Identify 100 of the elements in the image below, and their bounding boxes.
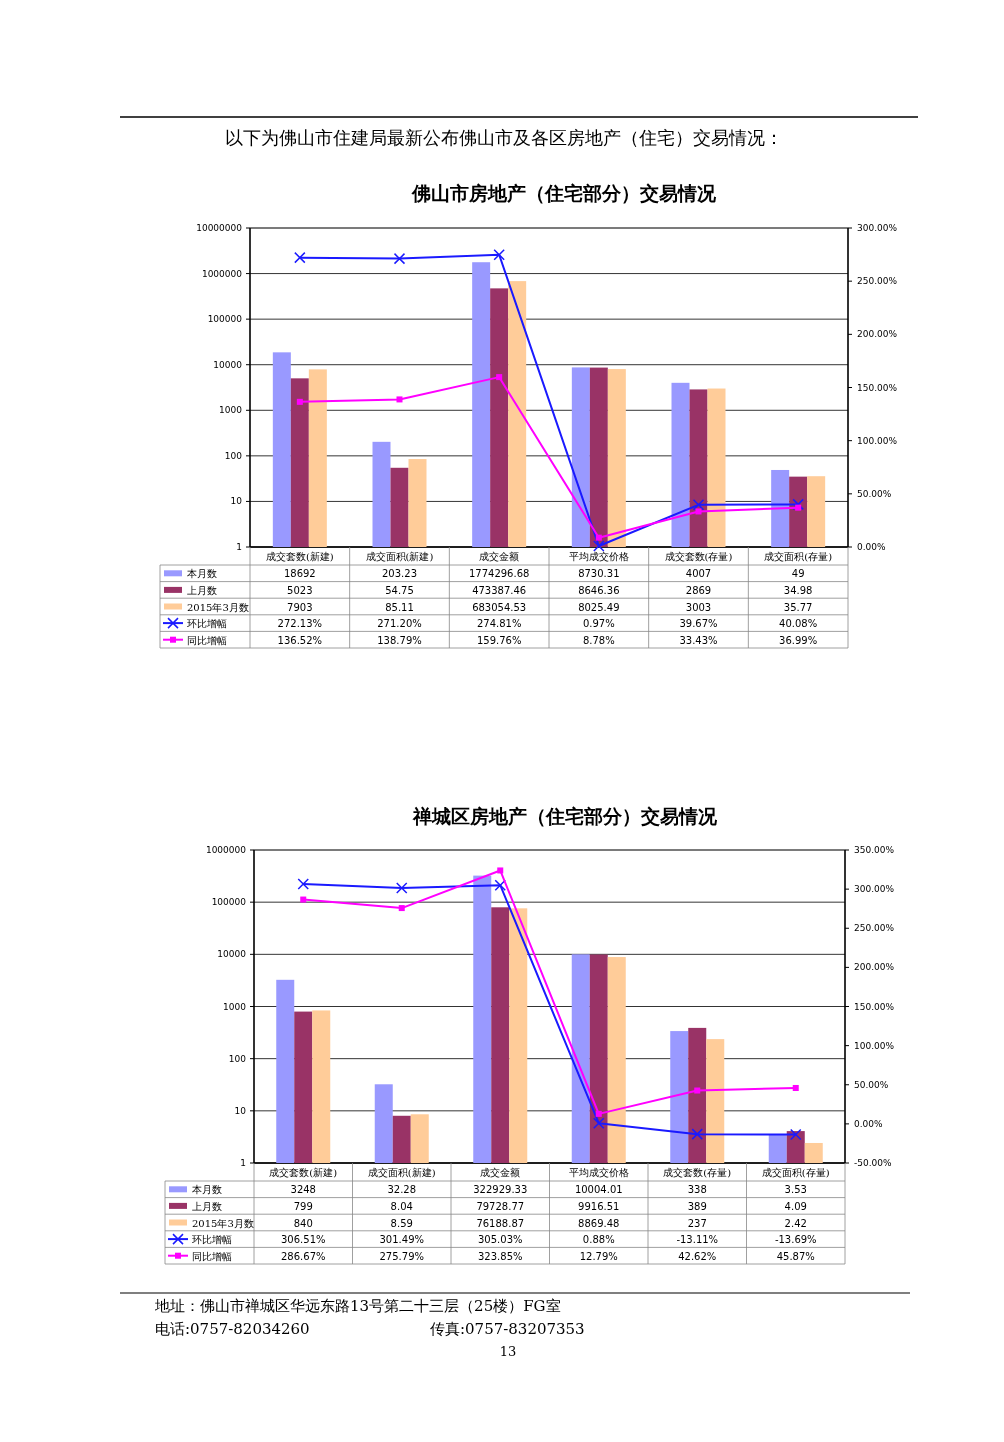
data-label: 0.88%: [582, 1234, 615, 1246]
x-tick-label: 成交面积(存量): [764, 551, 833, 562]
chart-title: 佛山市房地产（住宅部分）交易情况: [411, 182, 717, 204]
x-tick-label: 平均成交价格: [568, 1167, 629, 1178]
y-tick-label: 1000000: [205, 845, 247, 855]
y-tick-label: 10000000: [196, 223, 243, 233]
y-tick-label: 1: [236, 542, 242, 552]
data-label: 322929.33: [473, 1184, 528, 1196]
text: 电话:0757-82034260: [155, 1320, 310, 1338]
y2-tick-label: 0.00%: [854, 1118, 884, 1129]
data-label: 306.51%: [281, 1234, 326, 1246]
y-tick-label: 1000: [223, 1001, 247, 1012]
y-tick-label: 100000: [207, 314, 243, 325]
y2-tick-label: 350.00%: [854, 845, 895, 855]
data-label: 42.62%: [678, 1250, 717, 1262]
data-label: 32.28: [387, 1184, 417, 1196]
y-tick-label: 100: [224, 450, 243, 461]
x-tick-label: 成交金额: [480, 1167, 521, 1178]
text: 地址：佛山市禅城区华远东路13号第二十三层（25楼）FG室: [154, 1297, 561, 1315]
x-tick-label: 成交面积(新建): [367, 1167, 436, 1178]
legend-label: 2015年3月数: [187, 601, 249, 613]
data-label: 159.76%: [476, 634, 522, 646]
text: 以下为佛山市住建局最新公布佛山市及各区房地产（住宅）交易情况：: [225, 127, 783, 148]
data-label: 1774296.68: [468, 568, 530, 580]
data-label: 33.43%: [679, 634, 718, 646]
y2-tick-label: 100.00%: [857, 435, 898, 446]
data-label: 79728.77: [476, 1200, 525, 1212]
data-label: 10004.01: [574, 1184, 623, 1196]
data-label: 3.53: [784, 1184, 807, 1196]
y-tick-label: 1: [240, 1158, 246, 1168]
data-label: 840: [293, 1217, 313, 1229]
y-tick-label: 100: [228, 1053, 247, 1064]
data-label: 323.85%: [478, 1250, 523, 1262]
data-label: -13.11%: [676, 1234, 719, 1246]
y2-tick-label: 200.00%: [857, 329, 898, 340]
data-label: 12.79%: [579, 1250, 618, 1262]
chart-title: 禅城区房地产（住宅部分）交易情况: [411, 805, 718, 827]
legend-label: 环比增幅: [187, 618, 227, 630]
data-label: 683054.53: [472, 601, 527, 613]
legend-label: 本月数: [192, 1184, 222, 1196]
y2-tick-label: 50.00%: [854, 1079, 889, 1090]
x-tick-label: 成交套数(新建): [265, 551, 334, 562]
data-label: 9916.51: [578, 1200, 620, 1212]
data-label: 305.03%: [478, 1234, 523, 1246]
data-label: 237: [687, 1217, 707, 1229]
data-label: 799: [293, 1200, 313, 1212]
data-label: 274.81%: [476, 618, 522, 630]
data-label: 8730.31: [578, 568, 620, 580]
legend-label: 同比增幅: [187, 634, 227, 646]
legend-label: 环比增幅: [192, 1234, 232, 1246]
data-label: 5023: [287, 584, 313, 596]
data-label: 286.67%: [281, 1250, 326, 1262]
y2-tick-label: 300.00%: [857, 223, 898, 233]
text: 13: [499, 1344, 517, 1359]
y2-tick-label: 250.00%: [857, 276, 898, 287]
data-label: 2869: [685, 584, 712, 596]
y-tick-label: 100000: [211, 897, 247, 908]
data-label: 272.13%: [277, 618, 323, 630]
x-tick-label: 平均成交价格: [568, 551, 629, 562]
y-tick-label: 10: [230, 496, 243, 507]
legend-label: 上月数: [192, 1200, 222, 1212]
y-tick-label: 1000: [219, 405, 243, 416]
text: 传真:0757-83207353: [430, 1320, 585, 1338]
data-label: 473387.46: [472, 584, 527, 596]
data-label: 8.78%: [582, 634, 615, 646]
data-label: 4007: [685, 568, 712, 580]
data-label: 54.75: [385, 584, 414, 596]
data-label: 36.99%: [779, 634, 818, 646]
data-label: 8.59: [390, 1217, 413, 1229]
data-label: -13.69%: [774, 1234, 817, 1246]
data-label: 76188.87: [476, 1217, 525, 1229]
data-label: 0.97%: [582, 618, 615, 630]
legend-label: 同比增幅: [192, 1250, 232, 1262]
data-label: 8646.36: [578, 584, 620, 596]
data-label: 34.98: [783, 584, 813, 596]
y-tick-label: 1000000: [201, 268, 243, 279]
data-label: 18692: [283, 568, 316, 580]
y2-tick-label: 0.00%: [857, 542, 887, 552]
data-label: 8869.48: [578, 1217, 620, 1229]
y2-tick-label: -50.00%: [854, 1158, 893, 1168]
data-label: 338: [687, 1184, 707, 1196]
data-label: 49: [791, 568, 805, 580]
y2-tick-label: 150.00%: [857, 382, 898, 393]
data-label: 203.23: [382, 568, 417, 580]
data-label: 7903: [287, 601, 313, 613]
legend-label: 本月数: [187, 568, 217, 580]
x-tick-label: 成交面积(新建): [365, 551, 434, 562]
data-label: 275.79%: [379, 1250, 424, 1262]
legend-label: 上月数: [187, 584, 217, 596]
y2-tick-label: 100.00%: [854, 1040, 895, 1051]
data-label: 85.11: [385, 601, 414, 613]
data-label: 8.04: [390, 1200, 413, 1212]
x-tick-label: 成交金额: [479, 551, 520, 562]
y-tick-label: 10: [234, 1105, 247, 1116]
data-label: 39.67%: [679, 618, 718, 630]
data-label: 35.77: [783, 601, 813, 613]
data-label: 3248: [290, 1184, 316, 1196]
y-tick-label: 10000: [213, 359, 243, 370]
data-label: 271.20%: [377, 618, 422, 630]
y2-tick-label: 200.00%: [854, 962, 895, 973]
